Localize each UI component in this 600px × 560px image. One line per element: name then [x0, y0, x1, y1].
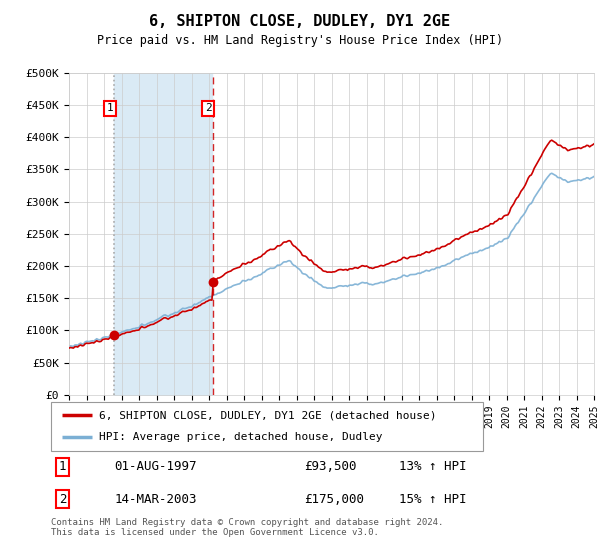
Text: Price paid vs. HM Land Registry's House Price Index (HPI): Price paid vs. HM Land Registry's House …	[97, 34, 503, 46]
Text: £175,000: £175,000	[304, 493, 364, 506]
Text: 2: 2	[59, 493, 67, 506]
Text: 14-MAR-2003: 14-MAR-2003	[115, 493, 197, 506]
Point	[208, 278, 217, 287]
Text: 2: 2	[205, 104, 212, 113]
Text: 6, SHIPTON CLOSE, DUDLEY, DY1 2GE: 6, SHIPTON CLOSE, DUDLEY, DY1 2GE	[149, 14, 451, 29]
Text: 1: 1	[59, 460, 67, 473]
Text: 15% ↑ HPI: 15% ↑ HPI	[400, 493, 467, 506]
Point	[109, 330, 119, 339]
Text: 13% ↑ HPI: 13% ↑ HPI	[400, 460, 467, 473]
Text: Contains HM Land Registry data © Crown copyright and database right 2024.
This d: Contains HM Land Registry data © Crown c…	[51, 518, 443, 538]
Text: 01-AUG-1997: 01-AUG-1997	[115, 460, 197, 473]
Text: 1: 1	[107, 104, 113, 113]
Text: £93,500: £93,500	[304, 460, 357, 473]
FancyBboxPatch shape	[51, 402, 483, 451]
Text: 6, SHIPTON CLOSE, DUDLEY, DY1 2GE (detached house): 6, SHIPTON CLOSE, DUDLEY, DY1 2GE (detac…	[98, 410, 436, 421]
Text: HPI: Average price, detached house, Dudley: HPI: Average price, detached house, Dudl…	[98, 432, 382, 442]
